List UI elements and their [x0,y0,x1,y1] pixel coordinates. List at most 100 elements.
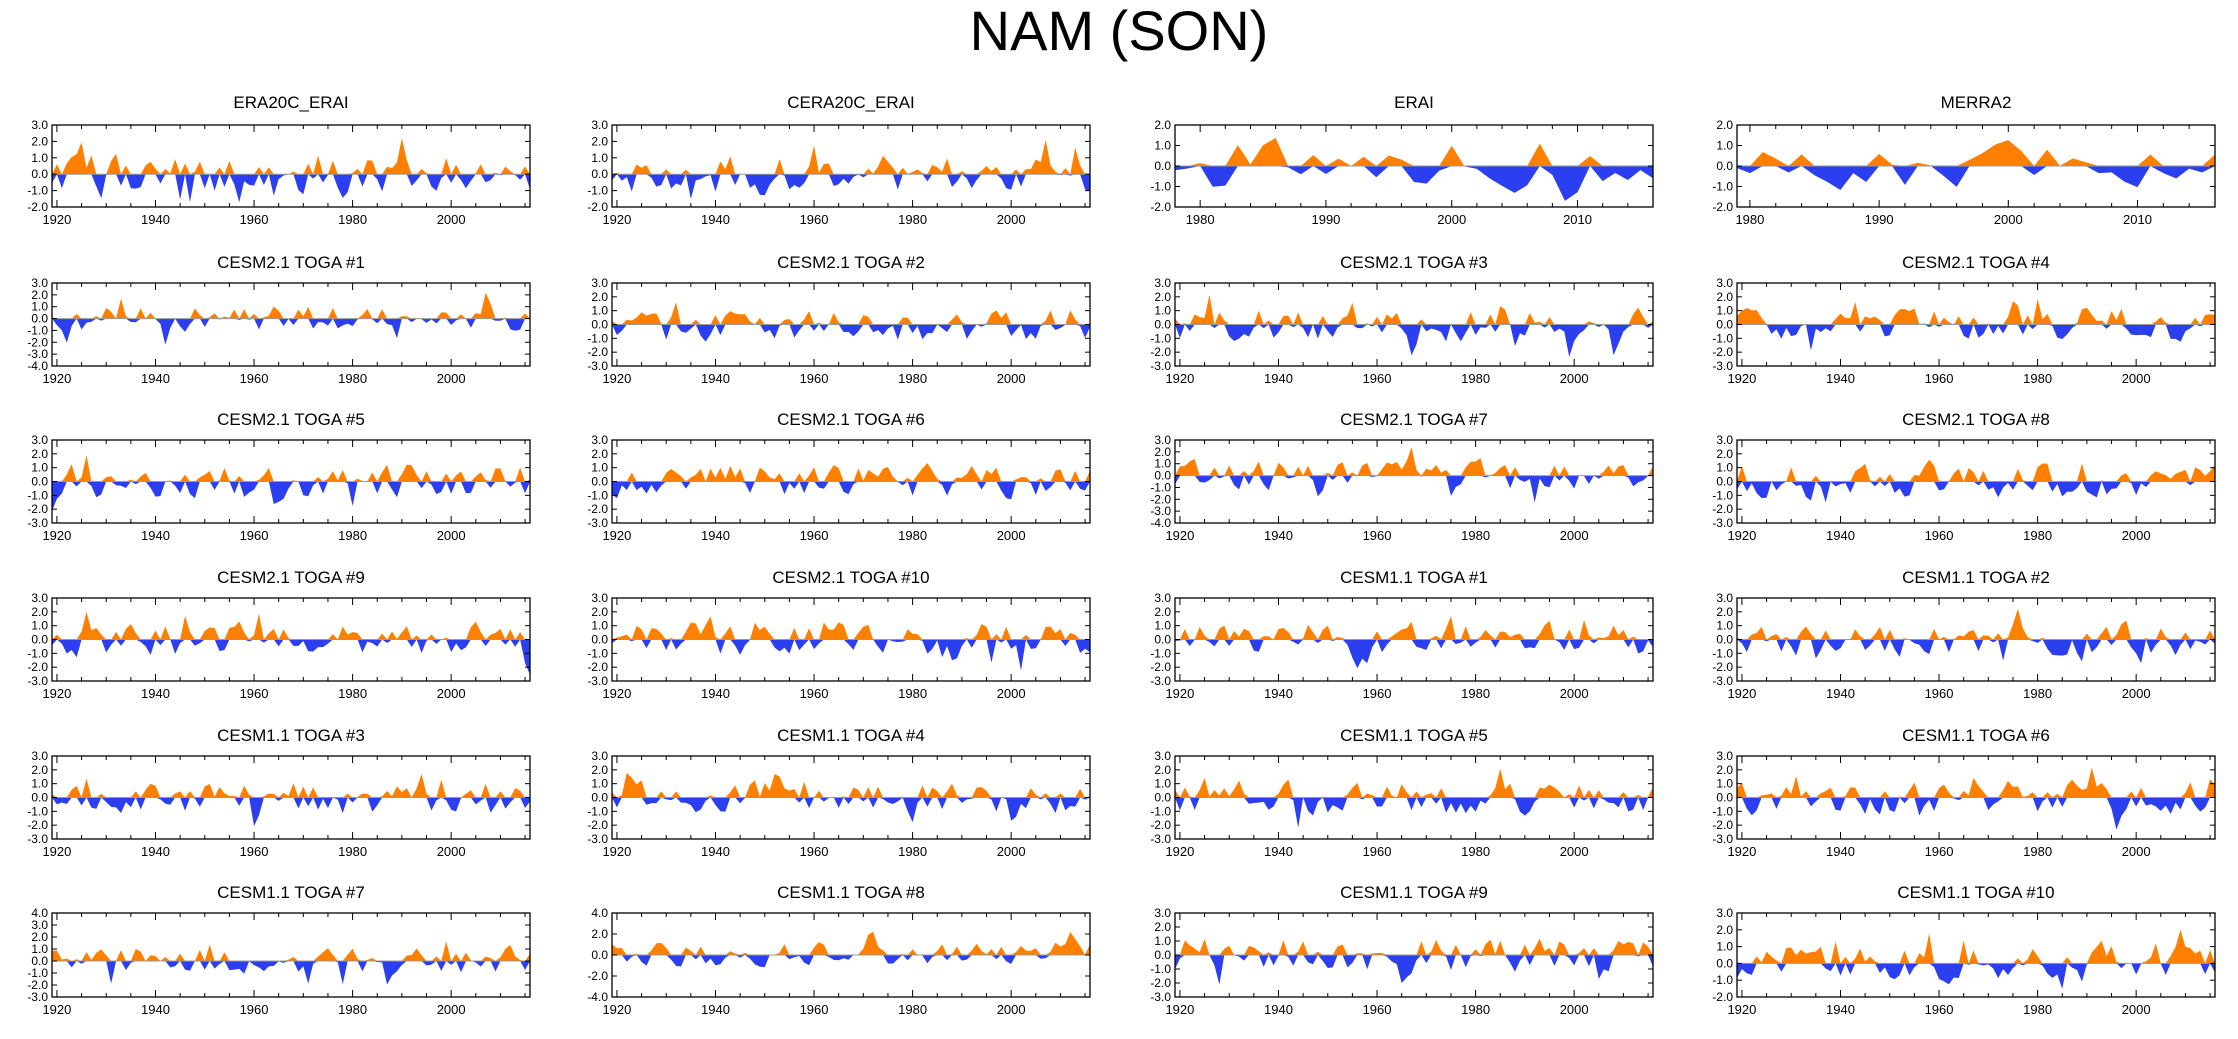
panel-title: CESM1.1 TOGA #3 [217,726,365,745]
y-tick-label: 1.0 [1154,457,1171,471]
x-tick-label: 2000 [997,844,1026,859]
y-tick-label: 0.0 [31,633,48,647]
series-negative-area [1737,166,2215,190]
y-tick-label: -2.0 [1712,345,1733,359]
y-tick-label: -1.0 [587,184,608,198]
y-tick-label: 1.0 [31,151,48,165]
y-tick-label: -2.0 [1712,660,1733,674]
y-tick-label: 0.0 [31,312,48,326]
y-tick-label: 3.0 [31,118,48,132]
x-tick-label: 1980 [898,1002,927,1017]
panel-title: CESM1.1 TOGA #5 [1340,726,1488,745]
series-negative-area [52,318,530,345]
series-negative-area [52,481,530,511]
x-tick-label: 1960 [800,212,829,227]
x-tick-label: 1920 [1165,686,1194,701]
y-tick-label: 1.0 [1154,139,1171,153]
chart-panel: CESM2.1 TOGA #43.02.01.00.0-1.0-2.0-3.01… [1712,253,2216,386]
series-positive-area [1175,616,1653,640]
x-tick-label: 1920 [1727,686,1756,701]
series-negative-area [612,324,1090,342]
y-tick-label: -2.0 [1150,345,1171,359]
x-tick-label: 1990 [1865,212,1894,227]
y-tick-label: -1.0 [1712,973,1733,987]
y-tick-label: -2.0 [587,200,608,214]
chart-panel: CESM1.1 TOGA #53.02.01.00.0-1.0-2.0-3.01… [1150,726,1654,859]
x-tick-label: 1980 [338,686,367,701]
y-tick-label: -2.0 [1712,200,1733,214]
x-tick-label: 1940 [141,528,170,543]
plot-frame [611,124,1091,208]
y-tick-label: 3.0 [591,118,608,132]
y-tick-label: 2.0 [591,927,608,941]
y-tick-label: 3.0 [1716,591,1733,605]
y-tick-label: 1.0 [1154,304,1171,318]
series-negative-area [612,481,1090,500]
chart-panel: CESM1.1 TOGA #43.02.01.00.0-1.0-2.0-3.01… [587,726,1091,859]
y-tick-label: -2.0 [1150,660,1171,674]
x-tick-label: 1940 [141,844,170,859]
panel-title: CESM2.1 TOGA #8 [1902,410,2050,429]
y-tick-label: -3.0 [1712,674,1733,688]
x-tick-label: 1980 [338,371,367,386]
panel-title: CESM2.1 TOGA #6 [777,410,925,429]
x-tick-label: 1920 [42,371,71,386]
x-tick-label: 1960 [1925,528,1954,543]
x-tick-label: 1960 [1363,686,1392,701]
y-tick-label: 1.0 [591,777,608,791]
y-tick-label: 1.0 [31,300,48,314]
y-tick-label: 3.0 [591,591,608,605]
panel-title: CESM2.1 TOGA #1 [217,253,365,272]
x-tick-label: 1960 [800,686,829,701]
y-tick-label: 2.0 [31,447,48,461]
x-tick-label: 1980 [2023,844,2052,859]
y-tick-label: 0.0 [1154,469,1171,483]
x-tick-label: 1940 [141,1002,170,1017]
x-tick-label: 1920 [1727,528,1756,543]
x-tick-label: 1980 [2023,1002,2052,1017]
panel-title: CERA20C_ERAI [787,93,915,112]
x-tick-label: 1980 [898,528,927,543]
y-tick-label: -3.0 [1712,516,1733,530]
x-tick-label: 1960 [1363,1002,1392,1017]
series-positive-area [612,772,1090,798]
y-tick-label: 0.0 [1154,159,1171,173]
y-tick-label: -2.0 [1712,990,1733,1004]
x-tick-label: 2000 [1560,528,1589,543]
y-tick-label: -3.0 [587,674,608,688]
x-tick-label: 1960 [240,1002,269,1017]
y-tick-label: 3.0 [1154,749,1171,763]
panel-title: CESM1.1 TOGA #2 [1902,568,2050,587]
x-tick-label: 1940 [1826,528,1855,543]
series-negative-area [612,797,1090,823]
y-tick-label: 2.0 [1716,118,1733,132]
y-tick-label: 2.0 [1716,290,1733,304]
x-tick-label: 1920 [42,844,71,859]
x-tick-label: 1940 [141,371,170,386]
y-tick-label: -1.0 [1712,180,1733,194]
series-positive-area [1737,767,2215,798]
series-positive-area [1175,938,1653,955]
x-tick-label: 1960 [1925,371,1954,386]
y-tick-label: 2.0 [1716,447,1733,461]
y-tick-label: 1.0 [1154,619,1171,633]
y-tick-label: 0.0 [1154,791,1171,805]
x-tick-label: 1920 [1727,371,1756,386]
x-tick-label: 2000 [997,686,1026,701]
x-tick-label: 2000 [1437,212,1466,227]
series-positive-area [1175,447,1653,476]
x-tick-label: 1960 [240,212,269,227]
series-negative-area [1175,797,1653,828]
plot-frame [51,912,531,998]
y-tick-label: -3.0 [27,990,48,1004]
x-tick-label: 1960 [1363,844,1392,859]
y-tick-label: 0.0 [31,954,48,968]
y-tick-label: 2.0 [31,763,48,777]
y-tick-label: -1.0 [587,331,608,345]
y-tick-label: 2.0 [31,134,48,148]
y-tick-label: -1.0 [1712,804,1733,818]
x-tick-label: 2010 [1563,212,1592,227]
y-tick-label: 3.0 [1716,276,1733,290]
x-tick-label: 1920 [602,1002,631,1017]
y-tick-label: -2.0 [27,818,48,832]
